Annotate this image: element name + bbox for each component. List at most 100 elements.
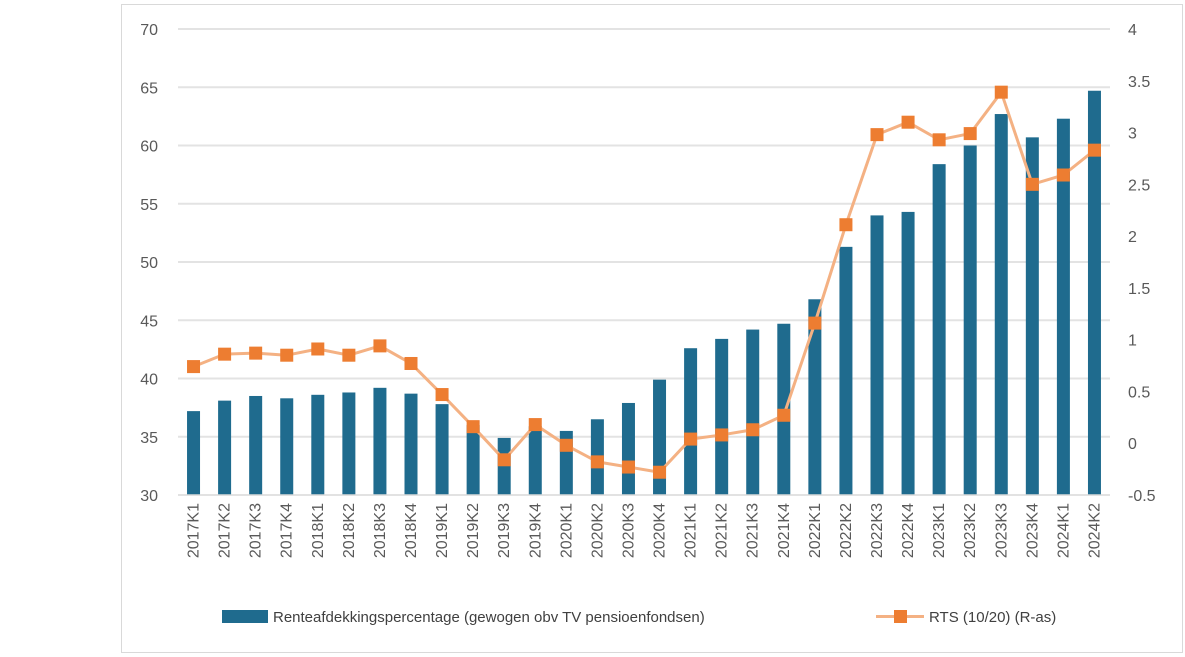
bar [839,246,853,495]
rts-marker [901,115,915,129]
left-tick-label: 50 [140,255,158,272]
right-tick-label: 3.5 [1128,74,1150,91]
rts-marker [870,128,884,142]
x-tick-label: 2019K3 [496,503,513,558]
bar [715,338,729,495]
legend-line-marker [894,610,907,623]
x-tick-label: 2023K3 [993,503,1010,558]
right-tick-label: 3 [1128,126,1137,143]
rts-marker [839,218,853,232]
right-tick-label: 2.5 [1128,177,1150,194]
left-tick-label: 30 [140,488,158,505]
left-tick-label: 65 [140,80,158,97]
rts-marker [497,453,511,467]
line-series [187,85,1101,479]
bar [466,425,480,495]
bar [249,395,263,495]
left-tick-label: 45 [140,313,158,330]
left-tick-label: 35 [140,430,158,447]
right-tick-label: 0 [1128,436,1137,453]
x-tick-label: 2020K1 [558,503,575,558]
bar [684,348,698,495]
bar [280,398,294,495]
legend-bar-label: Renteafdekkingspercentage (gewogen obv T… [273,609,705,626]
bar [1087,90,1101,496]
right-tick-label: 1.5 [1128,281,1150,298]
bar [621,402,635,495]
left-tick-label: 40 [140,372,158,389]
x-tick-label: 2022K2 [838,503,855,558]
rts-marker [342,348,356,362]
bar [342,392,356,495]
left-tick-label: 55 [140,197,158,214]
right-tick-label: 0.5 [1128,384,1150,401]
x-tick-label: 2020K3 [620,503,637,558]
rts-marker [249,346,263,360]
rts-marker [280,348,294,362]
x-tick-label: 2022K3 [869,503,886,558]
left-tick-label: 70 [140,22,158,39]
x-tick-label: 2018K1 [310,503,327,558]
x-tick-label: 2018K2 [341,503,358,558]
bar [528,426,542,495]
right-axis-ticks: -0.5 0 0.5 1 1.5 2 2.5 3 3.5 4 [1128,22,1156,505]
bar [746,329,760,495]
rts-marker [466,420,480,434]
rts-marker [715,428,729,442]
x-tick-label: 2017K4 [279,503,296,558]
x-tick-label: 2022K1 [807,503,824,558]
x-tick-label: 2019K1 [434,503,451,558]
rts-marker [684,432,698,446]
right-tick-label: 1 [1128,333,1137,350]
x-tick-label: 2021K1 [683,503,700,558]
rts-marker [311,342,325,356]
gridlines [178,28,1110,438]
rts-marker [1056,168,1070,182]
bar [497,437,511,495]
bar [901,211,915,495]
x-tick-label: 2024K2 [1086,503,1103,558]
rts-marker [994,85,1008,99]
bar [218,400,232,495]
rts-marker [590,455,604,469]
x-tick-label: 2023K2 [962,503,979,558]
rts-marker [373,339,387,353]
rts-marker [963,127,977,141]
bar [187,411,201,495]
x-tick-label: 2018K3 [372,503,389,558]
rts-marker [528,418,542,432]
x-tick-label: 2024K1 [1055,503,1072,558]
left-tick-label: 60 [140,139,158,156]
rts-marker [1087,143,1101,157]
bar [1056,118,1070,495]
bar [870,215,884,495]
bar [994,114,1008,496]
rts-marker [435,388,449,402]
bar [373,387,387,495]
rts-marker [187,360,201,374]
x-tick-label: 2021K4 [776,503,793,558]
x-tick-label: 2017K3 [248,503,265,558]
x-axis-ticks: 2017K1 2017K2 2017K3 2017K4 2018K1 2018K2 2018… [186,503,1104,558]
x-tick-label: 2023K1 [931,503,948,558]
x-tick-label: 2022K4 [900,503,917,558]
rts-marker [746,423,760,437]
bar [932,164,946,495]
right-tick-label: -0.5 [1128,488,1156,505]
rts-marker [653,465,667,479]
bar [311,394,325,495]
right-tick-label: 2 [1128,229,1137,246]
rts-line [192,90,1096,474]
rts-marker [218,347,232,361]
rts-marker [559,438,573,452]
legend-line-label: RTS (10/20) (R-as) [929,609,1056,626]
right-tick-label: 4 [1128,22,1137,39]
legend-bar-swatch [222,610,268,623]
legend: Renteafdekkingspercentage (gewogen obv T… [222,609,1056,626]
rts-marker [404,356,418,370]
x-tick-label: 2017K2 [217,503,234,558]
rts-marker [1025,177,1039,191]
left-axis-ticks: 30 35 40 45 50 55 60 65 70 [140,22,158,505]
rts-marker [808,316,822,330]
